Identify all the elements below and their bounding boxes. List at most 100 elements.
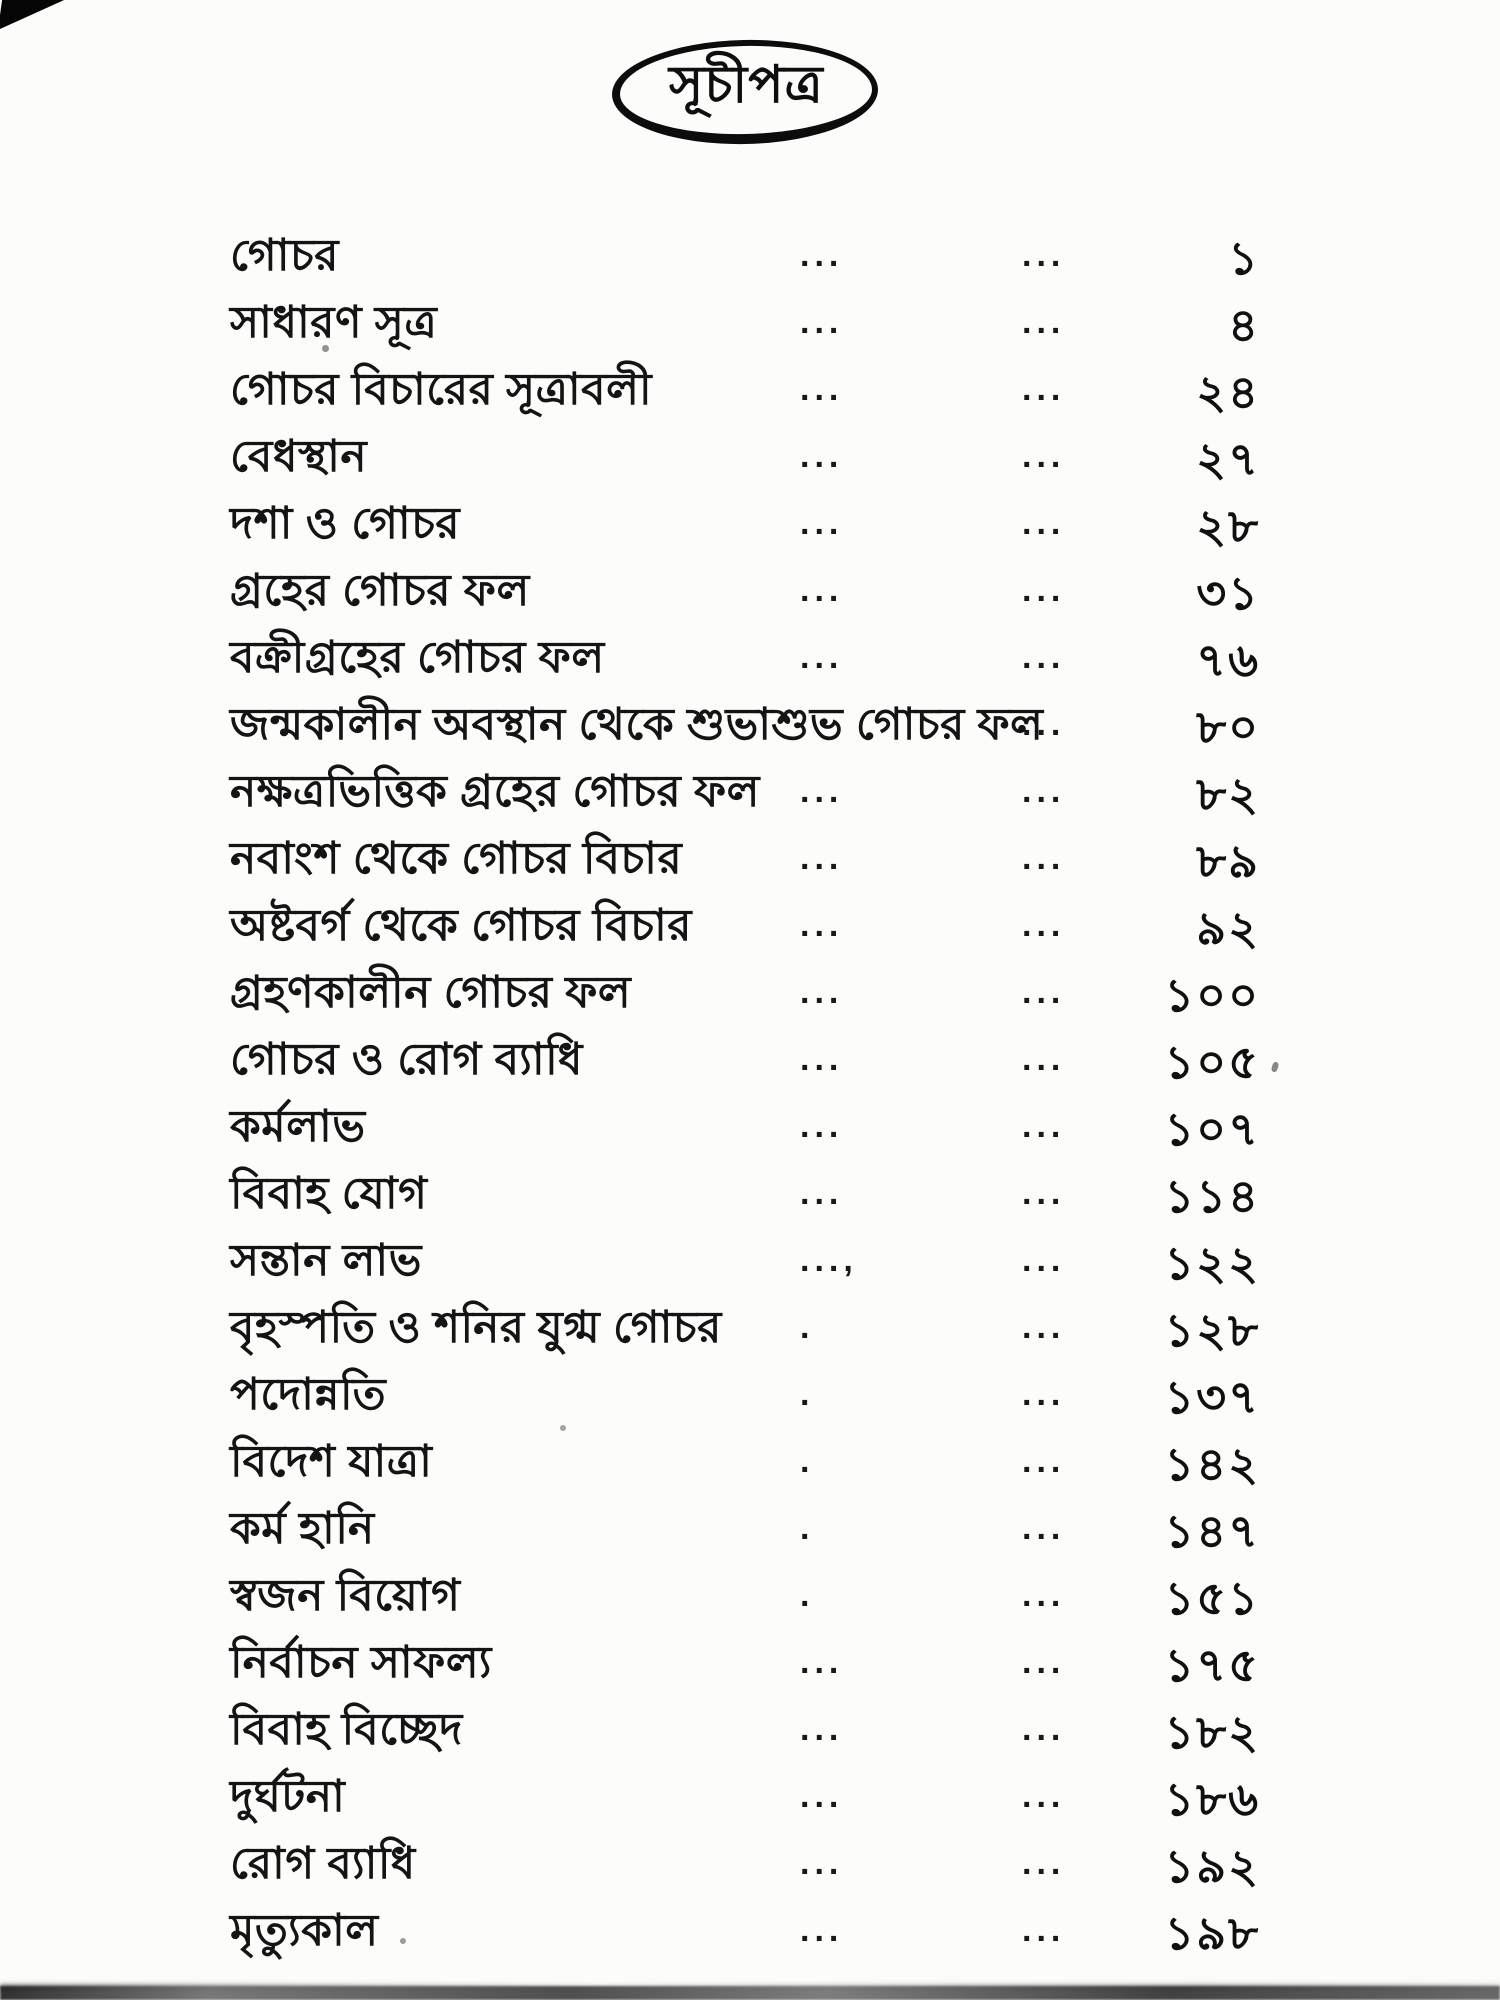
toc-row: বিবাহ যোগ...... ১১৪: [0, 1160, 1500, 1227]
toc-entry-page-number: ১৭৫: [1164, 1639, 1260, 1691]
toc-row: কর্ম হানি.... ১৪৭: [0, 1495, 1500, 1562]
leader-dots-2: ...: [1022, 705, 1066, 743]
toc-entry-title: স্বজন বিয়োগ: [230, 1571, 461, 1620]
scan-artifact-bottom-band: [0, 1986, 1500, 2000]
leader-dots-1: ...: [800, 1911, 844, 1949]
toc-row: সন্তান লাভ...,... ১২২: [0, 1227, 1500, 1294]
toc-entry-title: গ্রহের গোচর ফল: [230, 566, 530, 615]
leader-dots-2: ...: [1022, 1040, 1066, 1078]
page-title: সূচীপত্র: [668, 55, 824, 114]
toc-entry-page-number: ১১৪: [1164, 1170, 1260, 1222]
toc-entry-page-number: ১০৫: [1164, 1036, 1260, 1088]
toc-entry-title: রোগ ব্যাধি: [230, 1839, 416, 1888]
toc-row: মৃত্যুকাল...... ১৯৮: [0, 1897, 1500, 1964]
leader-dots-1: ...: [800, 1777, 844, 1815]
toc-entry-title: নবাংশ থেকে গোচর বিচার: [230, 834, 683, 883]
toc-row: বেধস্থান...... ২৭: [0, 423, 1500, 490]
toc-row: বিদেশ যাত্রা.... ১৪২: [0, 1428, 1500, 1495]
toc-entry-page-number: ১৮২: [1164, 1706, 1260, 1758]
toc-entry-page-number: ২৪: [1196, 366, 1260, 418]
toc-entry-title: সন্তান লাভ: [230, 1236, 422, 1285]
leader-dots-2: ...: [1022, 1308, 1066, 1346]
toc-entry-title: বিদেশ যাত্রা: [230, 1437, 433, 1486]
toc-entry-title: মৃত্যুকাল: [230, 1906, 379, 1955]
leader-dots-1: ...: [800, 1643, 844, 1681]
leader-dots-2: ...: [1022, 1442, 1066, 1480]
toc-entry-page-number: ১৯২: [1164, 1840, 1260, 1892]
leader-dots-1: ...: [800, 906, 844, 944]
leader-dots-1: ...: [800, 839, 844, 877]
leader-dots-1: ...: [800, 1710, 844, 1748]
scan-artifact-speck: [400, 1938, 406, 1944]
toc-entry-title: বিবাহ যোগ: [230, 1169, 428, 1218]
leader-dots-1: .: [800, 1509, 815, 1547]
toc-row: গোচর...... ১: [0, 222, 1500, 289]
scan-artifact-speck: [322, 345, 329, 352]
toc-entry-title: বক্রীগ্রহের গোচর ফল: [230, 633, 605, 682]
leader-dots-2: ...: [1022, 1375, 1066, 1413]
scan-artifact-speck: [560, 1425, 566, 1431]
toc-row: বিবাহ বিচ্ছেদ...... ১৮২: [0, 1696, 1500, 1763]
toc-entry-page-number: ১৪৭: [1164, 1505, 1260, 1557]
toc-entry-page-number: ৮৯: [1196, 835, 1260, 887]
leader-dots-1: ...: [800, 973, 844, 1011]
toc-row: বক্রীগ্রহের গোচর ফল...... ৭৬: [0, 624, 1500, 691]
leader-dots-2: ...: [1022, 1777, 1066, 1815]
leader-dots-2: ...: [1022, 370, 1066, 408]
toc-entry-page-number: ১০৭: [1164, 1103, 1260, 1155]
toc-row: নির্বাচন সাফল্য...... ১৭৫: [0, 1629, 1500, 1696]
leader-dots-2: ...: [1022, 571, 1066, 609]
toc-entry-page-number: ৮০: [1196, 701, 1260, 753]
toc-entry-page-number: ১৮৬: [1164, 1773, 1260, 1825]
toc-entry-page-number: ১৯৮: [1164, 1907, 1260, 1959]
scan-artifact-corner: [0, 0, 65, 30]
toc-entry-title: দুর্ঘটনা: [230, 1772, 346, 1821]
leader-dots-2: ...: [1022, 504, 1066, 542]
leader-dots-2: ...: [1022, 236, 1066, 274]
toc-entry-title: অষ্টবর্গ থেকে গোচর বিচার: [230, 901, 692, 950]
toc-entry-title: কর্মলাভ: [230, 1102, 366, 1151]
leader-dots-2: ...: [1022, 1643, 1066, 1681]
leader-dots-1: .: [800, 1442, 815, 1480]
toc-entry-title: নির্বাচন সাফল্য: [230, 1638, 492, 1687]
toc-row: গ্রহের গোচর ফল...... ৩১: [0, 557, 1500, 624]
toc-entry-page-number: ১২২: [1164, 1237, 1260, 1289]
toc-entry-title: পদোন্নতি: [230, 1370, 387, 1419]
toc-entry-title: গোচর ও রোগ ব্যাধি: [230, 1035, 583, 1084]
leader-dots-1: ...: [800, 504, 844, 542]
leader-dots-1: ...: [800, 437, 844, 475]
toc-entry-page-number: ৯২: [1196, 902, 1260, 954]
toc-row: রোগ ব্যাধি...... ১৯২: [0, 1830, 1500, 1897]
toc-row: অষ্টবর্গ থেকে গোচর বিচার...... ৯২: [0, 892, 1500, 959]
toc-entry-page-number: ১৫১: [1164, 1572, 1260, 1624]
toc-list: গোচর...... ১ সাধারণ সূত্র...... ৪ গোচর বিচার…: [0, 222, 1500, 1964]
leader-dots-2: ...: [1022, 638, 1066, 676]
toc-row: কর্মলাভ...... ১০৭: [0, 1093, 1500, 1160]
leader-dots-2: ...: [1022, 1107, 1066, 1145]
leader-dots-2: ...: [1022, 1509, 1066, 1547]
toc-entry-title: কর্ম হানি: [230, 1504, 375, 1553]
toc-entry-title: গোচর: [230, 231, 339, 280]
leader-dots-1: ...: [800, 1844, 844, 1882]
toc-entry-page-number: ১০০: [1164, 969, 1260, 1021]
leader-dots-1: ...: [800, 1174, 844, 1212]
toc-entry-title: নক্ষত্রভিত্তিক গ্রহের গোচর ফল: [230, 767, 760, 816]
leader-dots-1: ...: [800, 370, 844, 408]
leader-dots-2: ...: [1022, 1174, 1066, 1212]
toc-entry-page-number: ১৪২: [1164, 1438, 1260, 1490]
toc-row: স্বজন বিয়োগ.... ১৫১: [0, 1562, 1500, 1629]
toc-entry-title: বিবাহ বিচ্ছেদ: [230, 1705, 463, 1754]
toc-row: পদোন্নতি.... ১৩৭: [0, 1361, 1500, 1428]
leader-dots-2: ...: [1022, 303, 1066, 341]
toc-entry-title: গ্রহণকালীন গোচর ফল: [230, 968, 632, 1017]
toc-entry-page-number: ৭৬: [1196, 634, 1260, 686]
toc-header-oval: সূচীপত্র: [610, 37, 880, 147]
leader-dots-1: .: [800, 1576, 815, 1614]
leader-dots-1: ...: [800, 1107, 844, 1145]
toc-entry-title: বেধস্থান: [230, 432, 368, 481]
toc-row: নবাংশ থেকে গোচর বিচার...... ৮৯: [0, 825, 1500, 892]
toc-entry-page-number: ২৮: [1196, 500, 1260, 552]
toc-entry-page-number: ৮২: [1196, 768, 1260, 820]
toc-row: দুর্ঘটনা...... ১৮৬: [0, 1763, 1500, 1830]
